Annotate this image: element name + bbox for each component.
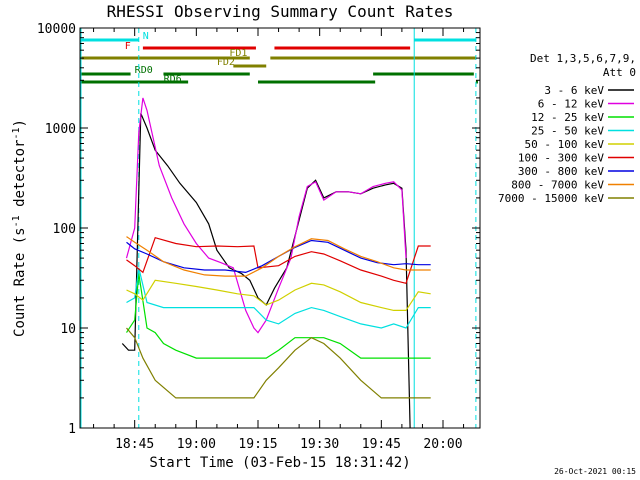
series-line xyxy=(125,273,431,359)
legend-label: 800 - 7000 keV xyxy=(511,179,604,192)
x-tick-label: 18:45 xyxy=(115,437,154,452)
legend-label: 6 - 12 keV xyxy=(538,98,605,111)
y-label-part: detector xyxy=(12,140,28,216)
y-label-part: ) xyxy=(12,119,28,127)
series-line xyxy=(126,236,431,285)
x-tick-label: 19:00 xyxy=(177,437,216,452)
chart-title: RHESSI Observing Summary Count Rates xyxy=(107,2,454,21)
legend-label: 300 - 800 keV xyxy=(518,165,604,178)
x-tick-label: 19:45 xyxy=(362,437,401,452)
legend-label: 100 - 300 keV xyxy=(518,152,604,165)
legend-header-line2: Att 0 xyxy=(603,66,636,79)
legend-label: 25 - 50 keV xyxy=(531,125,604,138)
flag-label: FD2 xyxy=(217,57,235,68)
legend-header-line1: Det 1,3,5,6,7,9, xyxy=(530,52,636,65)
flag-label: FD1 xyxy=(229,48,247,59)
legend-label: 50 - 100 keV xyxy=(525,138,605,151)
series-line xyxy=(126,327,431,399)
y-axis: 1 10 100 1000 10000 xyxy=(37,22,480,437)
y-tick-label: 1 xyxy=(68,422,76,437)
x-tick-label: 20:00 xyxy=(423,437,462,452)
series-line xyxy=(126,267,431,329)
x-axis: 18:45 19:00 19:15 19:30 19:45 20:00 xyxy=(93,28,465,452)
y-label-sup: -1 xyxy=(11,215,22,227)
flag-label: RD6 xyxy=(164,74,182,85)
x-axis-label: Start Time (03-Feb-15 18:31:42) xyxy=(149,455,410,471)
x-tick-label: 19:15 xyxy=(238,437,277,452)
plot-frame xyxy=(79,27,481,429)
series-lines xyxy=(121,97,431,429)
y-tick-label: 100 xyxy=(53,222,76,237)
flag-label: N xyxy=(143,31,149,42)
footer-timestamp: 26-Oct-2021 00:15 xyxy=(554,467,636,476)
y-label-sup: -1 xyxy=(11,127,22,139)
legend-label: 3 - 6 keV xyxy=(544,84,604,97)
y-tick-label: 10000 xyxy=(37,22,76,37)
y-tick-label: 1000 xyxy=(45,122,76,137)
flag-label: RD0 xyxy=(135,65,153,76)
series-line xyxy=(125,97,407,334)
flag-label: F xyxy=(125,41,131,52)
legend-label: 7000 - 15000 keV xyxy=(498,192,604,205)
series-line xyxy=(126,279,431,311)
y-label-part: Count Rate (s xyxy=(12,227,28,337)
x-tick-label: 19:30 xyxy=(300,437,339,452)
y-tick-label: 10 xyxy=(60,322,76,337)
legend-label: 12 - 25 keV xyxy=(531,111,604,124)
series-line xyxy=(126,236,431,277)
y-axis-label: Count Rate (s-1 detector-1) xyxy=(11,119,28,337)
